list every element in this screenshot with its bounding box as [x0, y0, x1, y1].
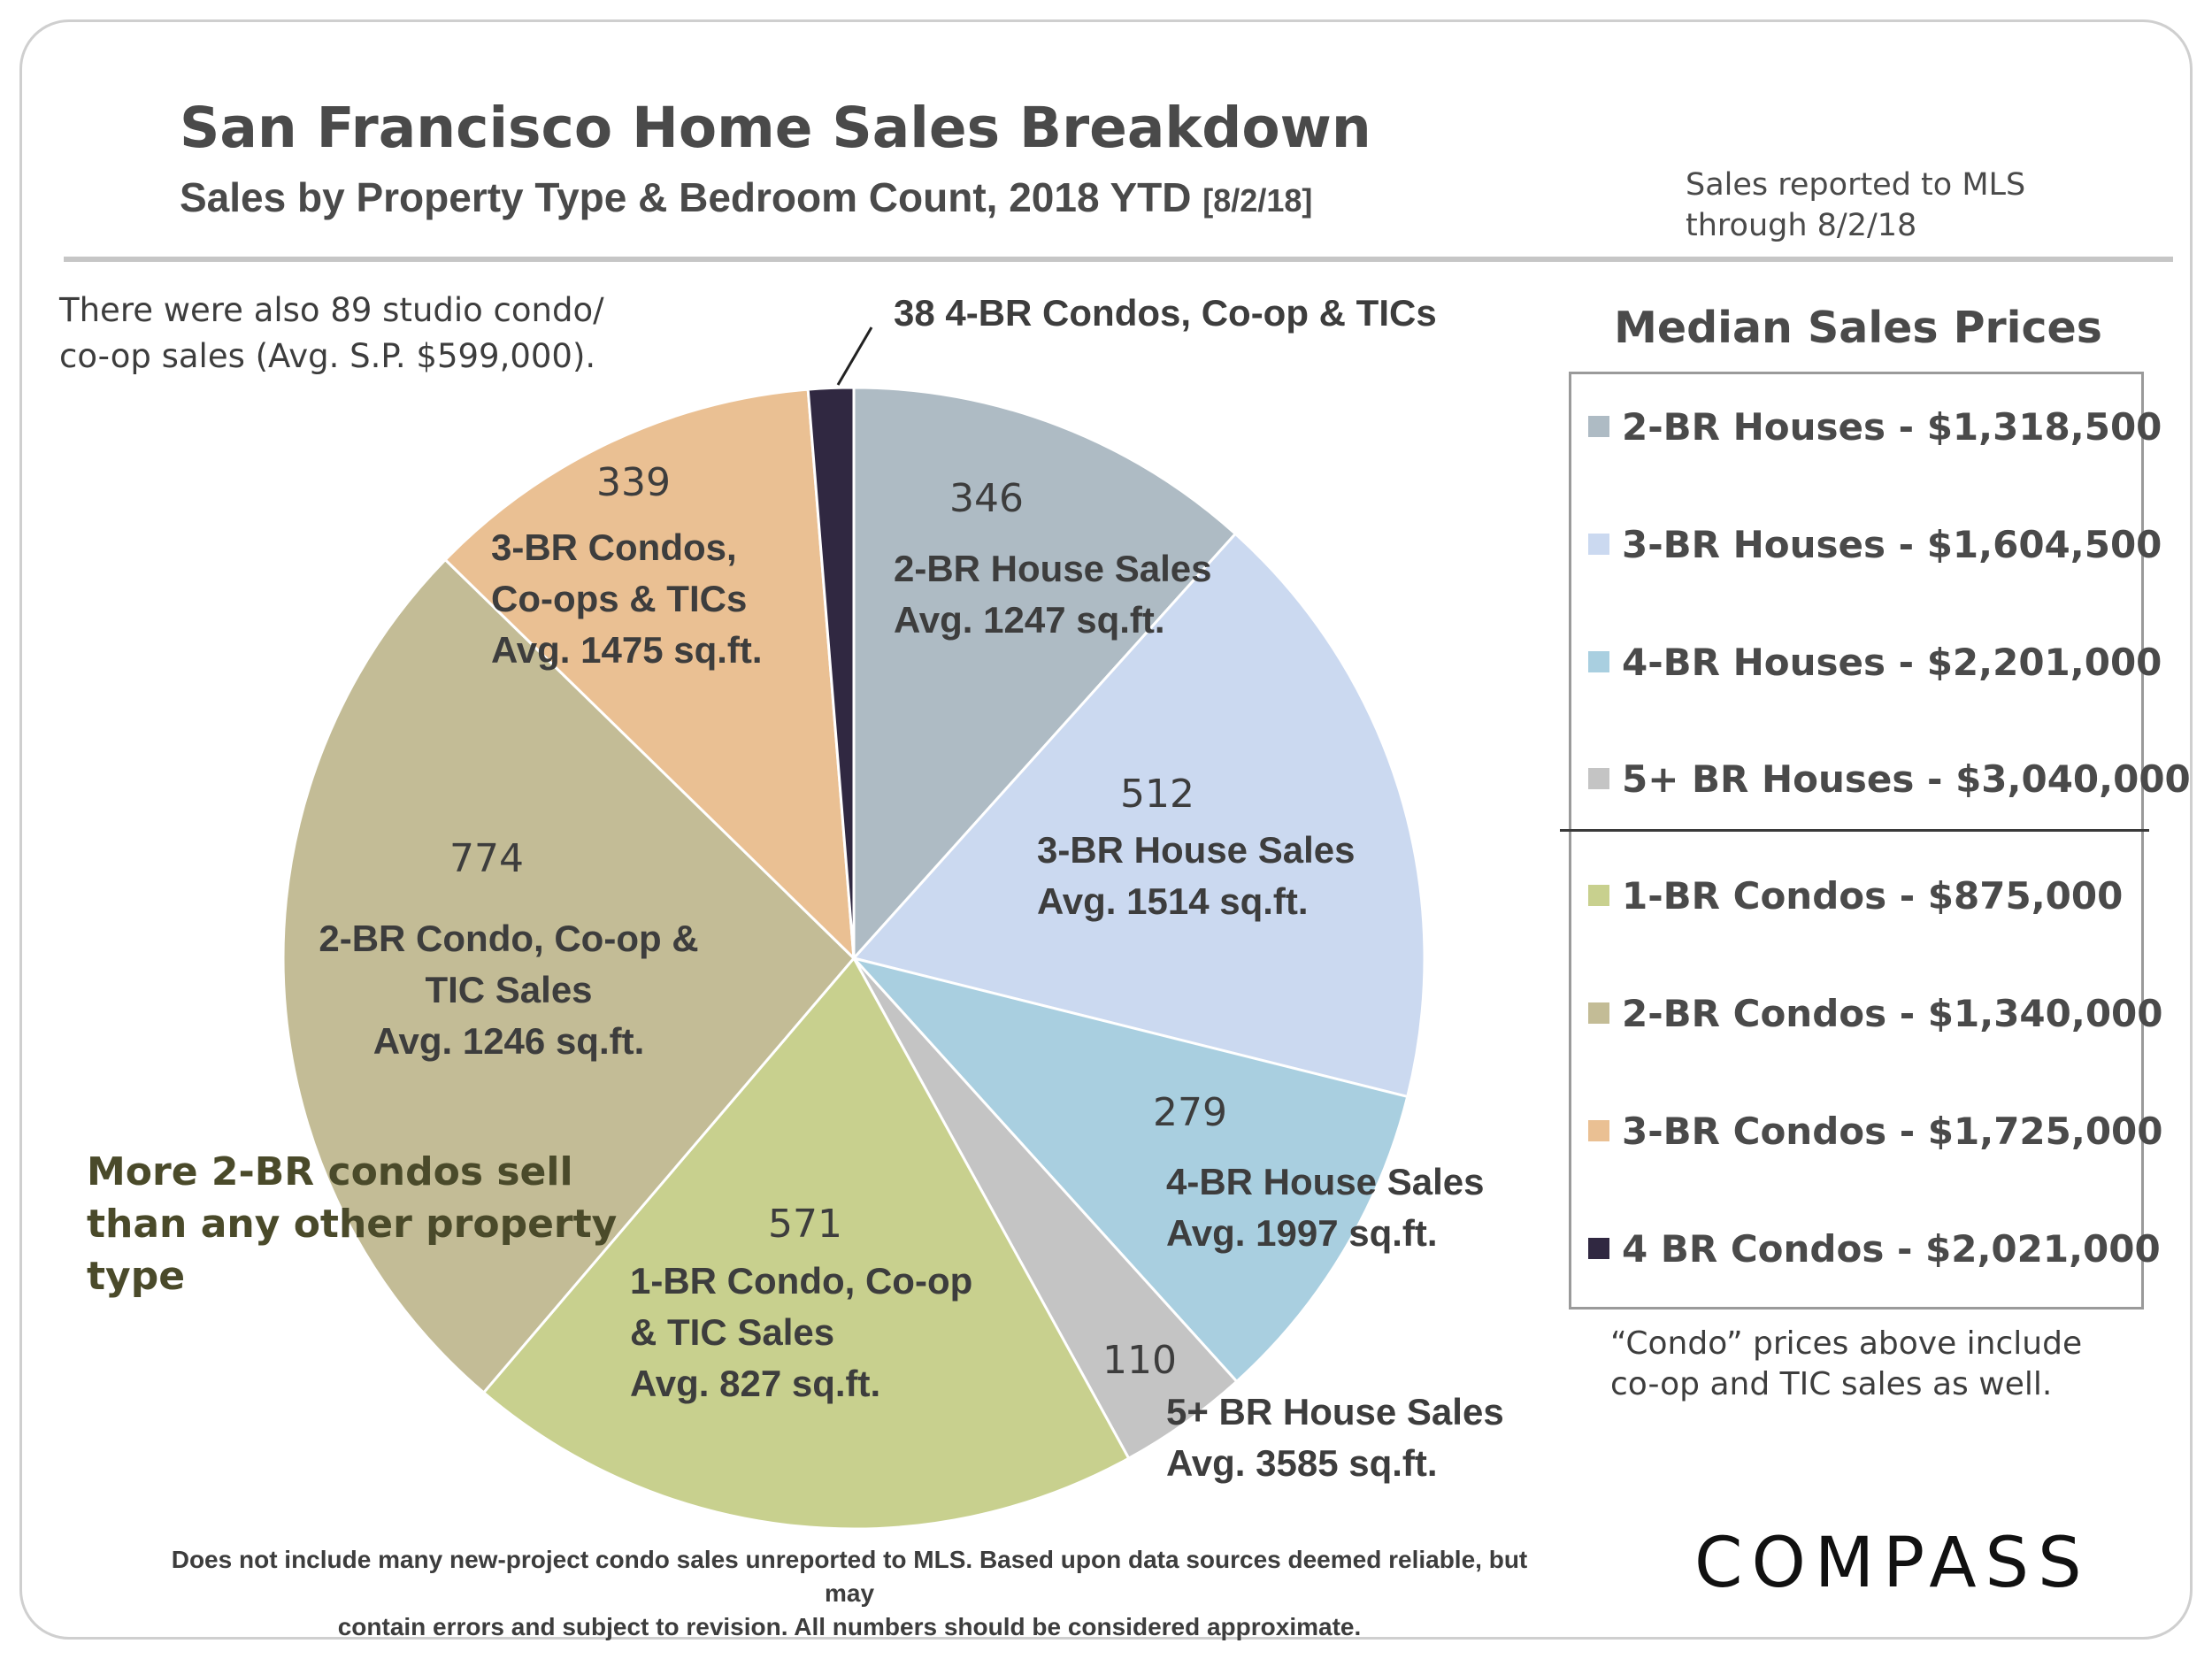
slice-category-label: 3-BR Condos, — [491, 526, 737, 568]
legend-swatch — [1588, 768, 1609, 789]
slice-category-label: 2-BR Condo, Co-op & — [319, 918, 698, 959]
legend-label: 3-BR Houses - $1,604,500 — [1622, 522, 2162, 566]
slice-category-label: Avg. 1997 sq.ft. — [1166, 1212, 1438, 1254]
slice-count-label: 339 — [596, 460, 671, 505]
pie-slice — [281, 557, 856, 1395]
pie-slice — [481, 956, 1131, 1531]
slice-category-label: Avg. 3585 sq.ft. — [1166, 1442, 1438, 1484]
legend-item: 5+ BR Houses - $3,040,000 — [1588, 752, 2191, 805]
pie-slice — [851, 532, 1426, 1099]
legend-label: 5+ BR Houses - $3,040,000 — [1622, 757, 2191, 801]
slice-count-label: 512 — [1120, 772, 1194, 817]
slice-count-label: 346 — [949, 476, 1024, 521]
reported-note: Sales reported to MLS through 8/2/18 — [1686, 165, 2025, 246]
studio-note-line: co-op sales (Avg. S.P. $599,000). — [59, 337, 596, 375]
pie-slice — [806, 386, 856, 959]
callout-line: type — [87, 1254, 186, 1299]
legend-swatch — [1588, 416, 1609, 437]
legend-divider — [1560, 829, 2149, 832]
reported-note-line: through 8/2/18 — [1686, 208, 1917, 243]
callout-note: More 2-BR condos sell than any other pro… — [87, 1146, 617, 1302]
slice-category-label: Avg. 827 sq.ft. — [630, 1363, 880, 1404]
legend-item: 2-BR Houses - $1,318,500 — [1588, 400, 2162, 453]
legend-label: 2-BR Houses - $1,318,500 — [1622, 404, 2162, 449]
compass-logo: COMPASS — [1694, 1524, 2091, 1603]
chart-title: San Francisco Home Sales Breakdown — [180, 96, 1371, 160]
leader-line — [836, 326, 873, 386]
legend-item: 4-BR Houses - $2,201,000 — [1588, 635, 2162, 688]
slice-category-label: TIC Sales — [425, 969, 592, 1010]
legend-swatch — [1588, 1002, 1609, 1024]
pie-slice — [443, 388, 856, 962]
legend-label: 4 BR Condos - $2,021,000 — [1622, 1226, 2161, 1271]
legend-item: 2-BR Condos - $1,340,000 — [1588, 987, 2163, 1040]
slice-category-label: 3-BR House Sales — [1037, 829, 1355, 871]
slice-count-label: 279 — [1153, 1090, 1227, 1135]
legend-swatch — [1588, 1120, 1609, 1141]
slice-category-label: 4-BR House Sales — [1166, 1161, 1484, 1202]
subtitle-date: [8/2/18] — [1202, 182, 1313, 219]
legend-label: 3-BR Condos - $1,725,000 — [1622, 1109, 2163, 1153]
footer-disclaimer: Does not include many new-project condo … — [168, 1543, 1531, 1644]
slice-category-label: 5+ BR House Sales — [1166, 1391, 1504, 1432]
condo-price-note: “Condo” prices above include co-op and T… — [1610, 1324, 2082, 1405]
slice-category-label: 1-BR Condo, Co-op — [630, 1260, 972, 1302]
slice-count-label: 571 — [768, 1202, 842, 1247]
reported-note-line: Sales reported to MLS — [1686, 167, 2026, 203]
condo-note-line: co-op and TIC sales as well. — [1610, 1366, 2053, 1402]
callout-line: More 2-BR condos sell — [87, 1149, 573, 1194]
legend-title: Median Sales Prices — [1614, 303, 2102, 353]
footer-line: Does not include many new-project condo … — [171, 1546, 1528, 1607]
slice-category-label: & TIC Sales — [630, 1311, 834, 1353]
legend-item: 3-BR Condos - $1,725,000 — [1588, 1104, 2163, 1157]
footer-line: contain errors and subject to revision. … — [337, 1613, 1362, 1640]
legend-swatch — [1588, 534, 1609, 555]
condo-note-line: “Condo” prices above include — [1610, 1325, 2083, 1362]
pie-slice — [849, 956, 1409, 1384]
studio-note-line: There were also 89 studio condo/ — [59, 291, 604, 329]
slice-category-label: 2-BR House Sales — [894, 548, 1211, 589]
legend-label: 4-BR Houses - $2,201,000 — [1622, 640, 2162, 684]
subtitle-text: Sales by Property Type & Bedroom Count, … — [180, 174, 1192, 220]
legend-item: 3-BR Houses - $1,604,500 — [1588, 518, 2162, 571]
slice-category-label: Co-ops & TICs — [491, 578, 747, 619]
slice-category-label: Avg. 1247 sq.ft. — [894, 599, 1165, 641]
studio-note: There were also 89 studio condo/ co-op s… — [59, 288, 604, 380]
legend-swatch — [1588, 651, 1609, 672]
legend-swatch — [1588, 1238, 1609, 1259]
header-divider — [64, 257, 2173, 262]
slice-category-label: Avg. 1475 sq.ft. — [491, 629, 763, 671]
slice-category-label: Avg. 1514 sq.ft. — [1037, 880, 1309, 922]
legend-label: 1-BR Condos - $875,000 — [1622, 873, 2124, 918]
slice-category-label: Avg. 1246 sq.ft. — [373, 1020, 645, 1062]
legend-label: 2-BR Condos - $1,340,000 — [1622, 991, 2163, 1035]
slice-count-label: 110 — [1102, 1338, 1177, 1383]
legend-swatch — [1588, 885, 1609, 906]
slice-category-label: 38 4-BR Condos, Co-op & TICs — [894, 292, 1437, 334]
legend-box — [1569, 372, 2144, 1310]
pie-slice — [852, 386, 1238, 962]
legend-item: 4 BR Condos - $2,021,000 — [1588, 1222, 2161, 1275]
chart-subtitle: Sales by Property Type & Bedroom Count, … — [180, 173, 1312, 221]
legend-item: 1-BR Condos - $875,000 — [1588, 869, 2123, 922]
slice-count-label: 774 — [449, 836, 524, 881]
callout-line: than any other property — [87, 1202, 618, 1247]
